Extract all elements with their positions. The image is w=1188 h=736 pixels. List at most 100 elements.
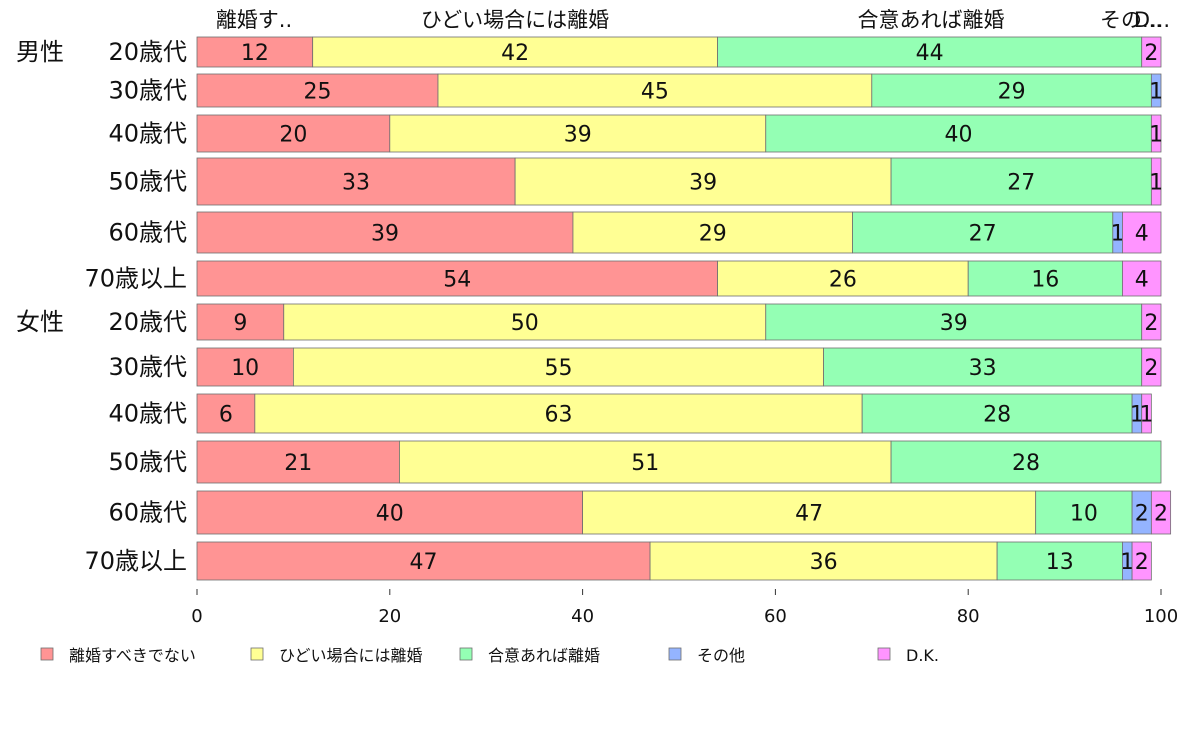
bar-value-label: 63 — [545, 403, 573, 428]
bar-segment — [861, 393, 1133, 434]
category-label: 60歳代 — [108, 219, 187, 247]
bar-value-label: 54 — [443, 268, 471, 293]
bar-segment — [1122, 260, 1162, 297]
legend-swatch — [40, 647, 54, 661]
x-axis: 0 20 40 60 80 100 — [191, 589, 1178, 627]
bar-segment — [196, 490, 584, 535]
bar-segment — [437, 73, 873, 108]
bar-value-label: 10 — [1070, 502, 1098, 527]
bar-value-label: 33 — [342, 171, 370, 196]
bar-value-label: 42 — [501, 41, 529, 66]
category-group-label: 男性 — [16, 38, 64, 66]
bar-value-label: 27 — [1007, 171, 1035, 196]
bar-value-label: 21 — [284, 451, 312, 476]
bar-segment — [389, 114, 767, 153]
bar-value-label: 29 — [699, 222, 727, 247]
bar-segment — [196, 347, 294, 387]
bar-value-label: 36 — [810, 550, 838, 575]
bar-value-label: 25 — [304, 80, 332, 105]
legend-label: 合意あれば離婚 — [488, 646, 600, 665]
bar-value-label: 4 — [1135, 222, 1149, 247]
bar-segment — [1122, 211, 1162, 254]
category-label: 30歳代 — [108, 77, 187, 105]
bar-segment — [1141, 393, 1152, 434]
bar-value-label: 40 — [376, 502, 404, 527]
bar-segment — [196, 260, 718, 297]
category-label: 70歳以上 — [84, 265, 187, 293]
bar-value-label: 33 — [969, 356, 997, 381]
legend-label: その他 — [697, 646, 745, 665]
category-label: 20歳代 — [108, 308, 187, 336]
bar-value-label: 47 — [795, 502, 823, 527]
bars: 12 42 44 225 45 29 120 39 40 133 39 27 139 29 27 1 454 26… — [196, 36, 1172, 581]
bar-segment — [196, 157, 516, 206]
bar-value-label: 10 — [231, 356, 259, 381]
bar-segment — [1150, 157, 1162, 206]
bar-value-label: 1 — [1120, 550, 1134, 575]
bar-value-label: 2 — [1135, 550, 1149, 575]
bar-segment — [1141, 347, 1162, 387]
bar-segment — [649, 541, 998, 581]
bar-segment — [196, 114, 391, 153]
category-label: 40歳代 — [108, 120, 187, 148]
bar-value-label: 26 — [829, 268, 857, 293]
bar-value-label: 39 — [689, 171, 717, 196]
legend-label: ひどい場合には離婚 — [279, 646, 423, 665]
bar-value-label: 27 — [969, 222, 997, 247]
category-label: 70歳以上 — [84, 547, 187, 575]
x-tick-label: 20 — [378, 606, 401, 627]
bar-value-label: 44 — [916, 41, 944, 66]
category-label: 60歳代 — [108, 499, 187, 527]
legend-swatch — [250, 647, 264, 661]
bar-value-label: 47 — [410, 550, 438, 575]
category-group-label: 女性 — [16, 308, 64, 336]
bar-segment — [572, 211, 853, 254]
bar-segment — [765, 303, 1143, 341]
bar-segment — [292, 347, 825, 387]
bar-value-label: 51 — [631, 451, 659, 476]
bar-value-label: 2 — [1144, 356, 1158, 381]
bar-segment — [852, 211, 1114, 254]
bar-value-label: 29 — [998, 80, 1026, 105]
bar-value-label: 1 — [1111, 222, 1125, 247]
bar-value-label: 9 — [233, 311, 247, 336]
bar-value-label: 28 — [983, 403, 1011, 428]
bar-value-label: 39 — [371, 222, 399, 247]
bar-value-label: 2 — [1144, 311, 1158, 336]
bar-segment — [582, 490, 1037, 535]
x-tick-label: 80 — [957, 606, 980, 627]
bar-value-label: 1 — [1149, 171, 1163, 196]
category-label: 40歳代 — [108, 400, 187, 428]
legend-swatch — [459, 647, 473, 661]
bar-value-label: 13 — [1046, 550, 1074, 575]
category-label: 50歳代 — [108, 168, 187, 196]
bar-value-label: 16 — [1031, 268, 1059, 293]
bar-value-label: 4 — [1135, 268, 1149, 293]
x-tick-label: 40 — [571, 606, 594, 627]
bar-segment — [196, 73, 439, 108]
bar-segment — [196, 36, 314, 68]
bar-value-label: 45 — [641, 80, 669, 105]
legend-swatch — [877, 647, 891, 661]
bar-value-label: 1 — [1149, 80, 1163, 105]
bar-value-label: 28 — [1012, 451, 1040, 476]
legend-swatch — [668, 647, 682, 661]
bar-value-label: 39 — [940, 311, 968, 336]
bar-value-label: 39 — [564, 123, 592, 148]
x-tick-label: 60 — [764, 606, 787, 627]
bar-segment — [871, 73, 1152, 108]
bar-segment — [312, 36, 718, 68]
bar-value-label: 1 — [1149, 123, 1163, 148]
bar-segment — [1131, 541, 1152, 581]
bar-segment — [717, 36, 1143, 68]
bar-segment — [717, 260, 969, 297]
bar-segment — [196, 440, 400, 484]
bar-segment — [283, 303, 767, 341]
bar-segment — [399, 440, 892, 484]
bar-segment — [196, 393, 256, 434]
bar-value-label: 2 — [1144, 41, 1158, 66]
top-series-label: その... — [1100, 8, 1162, 32]
bar-value-label: 40 — [945, 123, 973, 148]
bar-value-label: 6 — [219, 403, 233, 428]
